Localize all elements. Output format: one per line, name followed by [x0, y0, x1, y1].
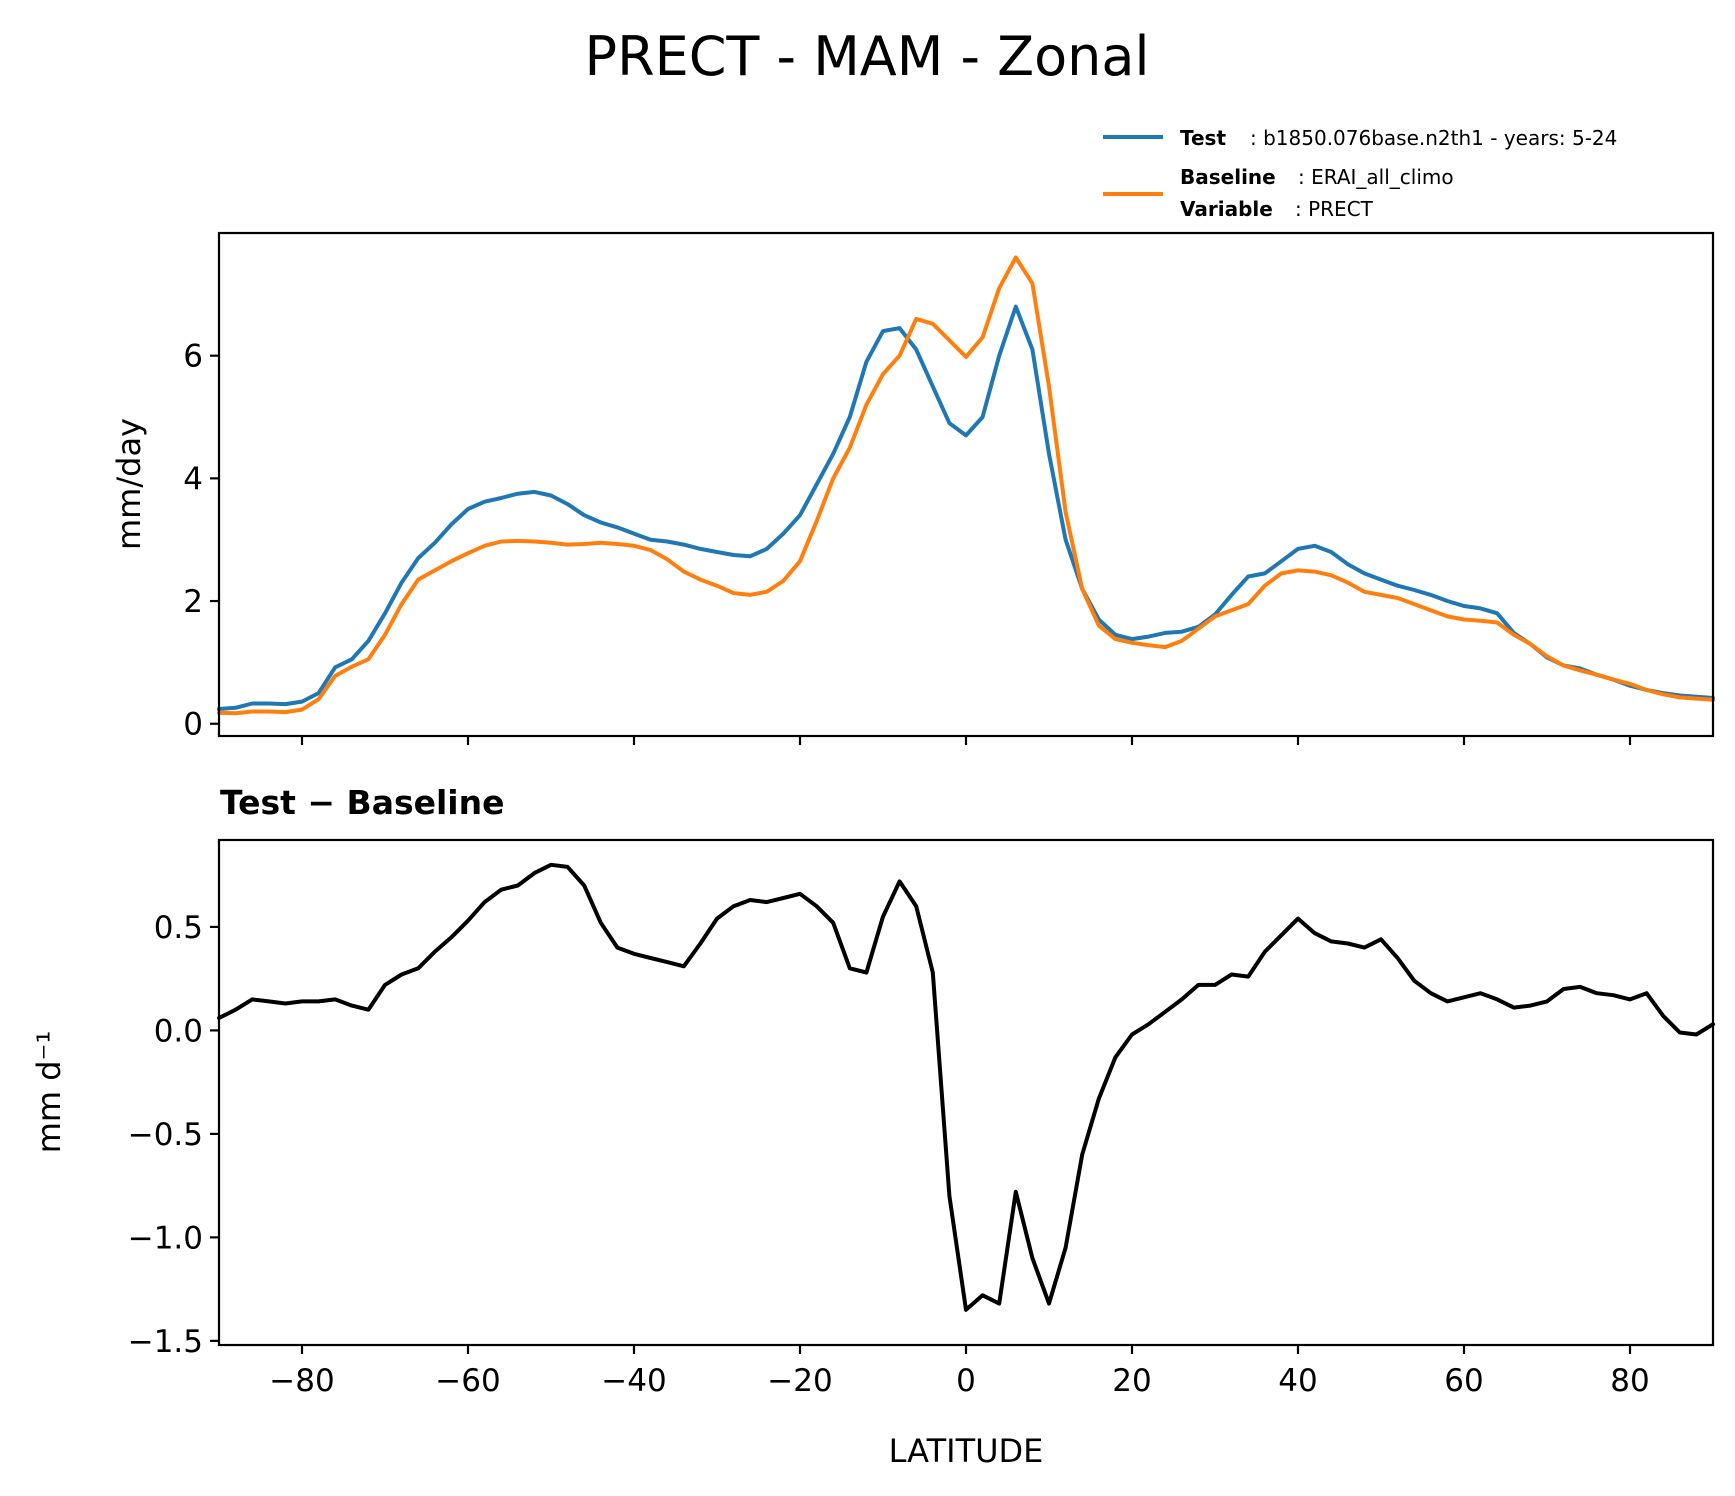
y-tick-label: −0.5 — [128, 1117, 203, 1153]
y-tick-label: 4 — [183, 461, 203, 497]
top-x-ticks — [302, 736, 1630, 745]
y-tick-label: 0.5 — [154, 910, 203, 946]
x-tick-label: −20 — [767, 1363, 832, 1399]
y-tick-label: −1.0 — [128, 1220, 203, 1256]
x-axis-label: LATITUDE — [889, 1432, 1044, 1470]
y-tick-label: −1.5 — [128, 1324, 203, 1360]
bottom-panel: Test − Baseline 0.5 0.0 −0.5 −1.0 −1.5 −80 −6… — [30, 783, 1713, 1470]
legend: Test : b1850.076base.n2th1 - years: 5-24… — [1103, 126, 1617, 221]
top-y-ticks: 0 2 4 6 — [183, 339, 219, 743]
bottom-y-axis-label: mm d⁻¹ — [30, 1031, 68, 1154]
legend-baseline-text: : ERAI_all_climo — [1298, 165, 1454, 189]
bottom-y-ticks: 0.5 0.0 −0.5 −1.0 −1.5 — [128, 910, 219, 1360]
series-line-test — [219, 307, 1713, 709]
x-tick-label: 40 — [1278, 1363, 1317, 1399]
top-panel: 0 2 4 6 mm/day — [110, 233, 1713, 745]
legend-baseline-key: Baseline — [1180, 165, 1276, 189]
top-y-axis-label: mm/day — [110, 418, 148, 550]
y-tick-label: 0 — [183, 707, 203, 743]
legend-test-key: Test — [1180, 126, 1226, 150]
x-tick-label: −60 — [435, 1363, 500, 1399]
x-tick-label: −40 — [601, 1363, 666, 1399]
top-series-lines — [219, 258, 1713, 714]
series-line-test-baseline — [219, 865, 1713, 1310]
x-tick-label: 80 — [1610, 1363, 1649, 1399]
top-plot-frame — [219, 233, 1713, 736]
y-tick-label: 0.0 — [154, 1013, 203, 1049]
y-tick-label: 2 — [183, 584, 203, 620]
legend-test-text: : b1850.076base.n2th1 - years: 5-24 — [1250, 126, 1617, 150]
bottom-plot-frame — [219, 840, 1713, 1345]
y-tick-label: 6 — [183, 339, 203, 375]
bottom-x-ticks: −80 −60 −40 −20 0 20 40 60 80 — [269, 1345, 1649, 1399]
figure: PRECT - MAM - Zonal Test : b1850.076base… — [0, 0, 1735, 1496]
legend-variable-text: : PRECT — [1295, 197, 1374, 221]
x-tick-label: 0 — [956, 1363, 976, 1399]
series-line-baseline — [219, 258, 1713, 714]
x-tick-label: 20 — [1112, 1363, 1151, 1399]
x-tick-label: −80 — [269, 1363, 334, 1399]
legend-variable-key: Variable — [1180, 197, 1273, 221]
bottom-panel-title: Test − Baseline — [220, 783, 505, 822]
bottom-series-lines — [219, 865, 1713, 1310]
x-tick-label: 60 — [1444, 1363, 1483, 1399]
figure-title: PRECT - MAM - Zonal — [585, 25, 1150, 88]
